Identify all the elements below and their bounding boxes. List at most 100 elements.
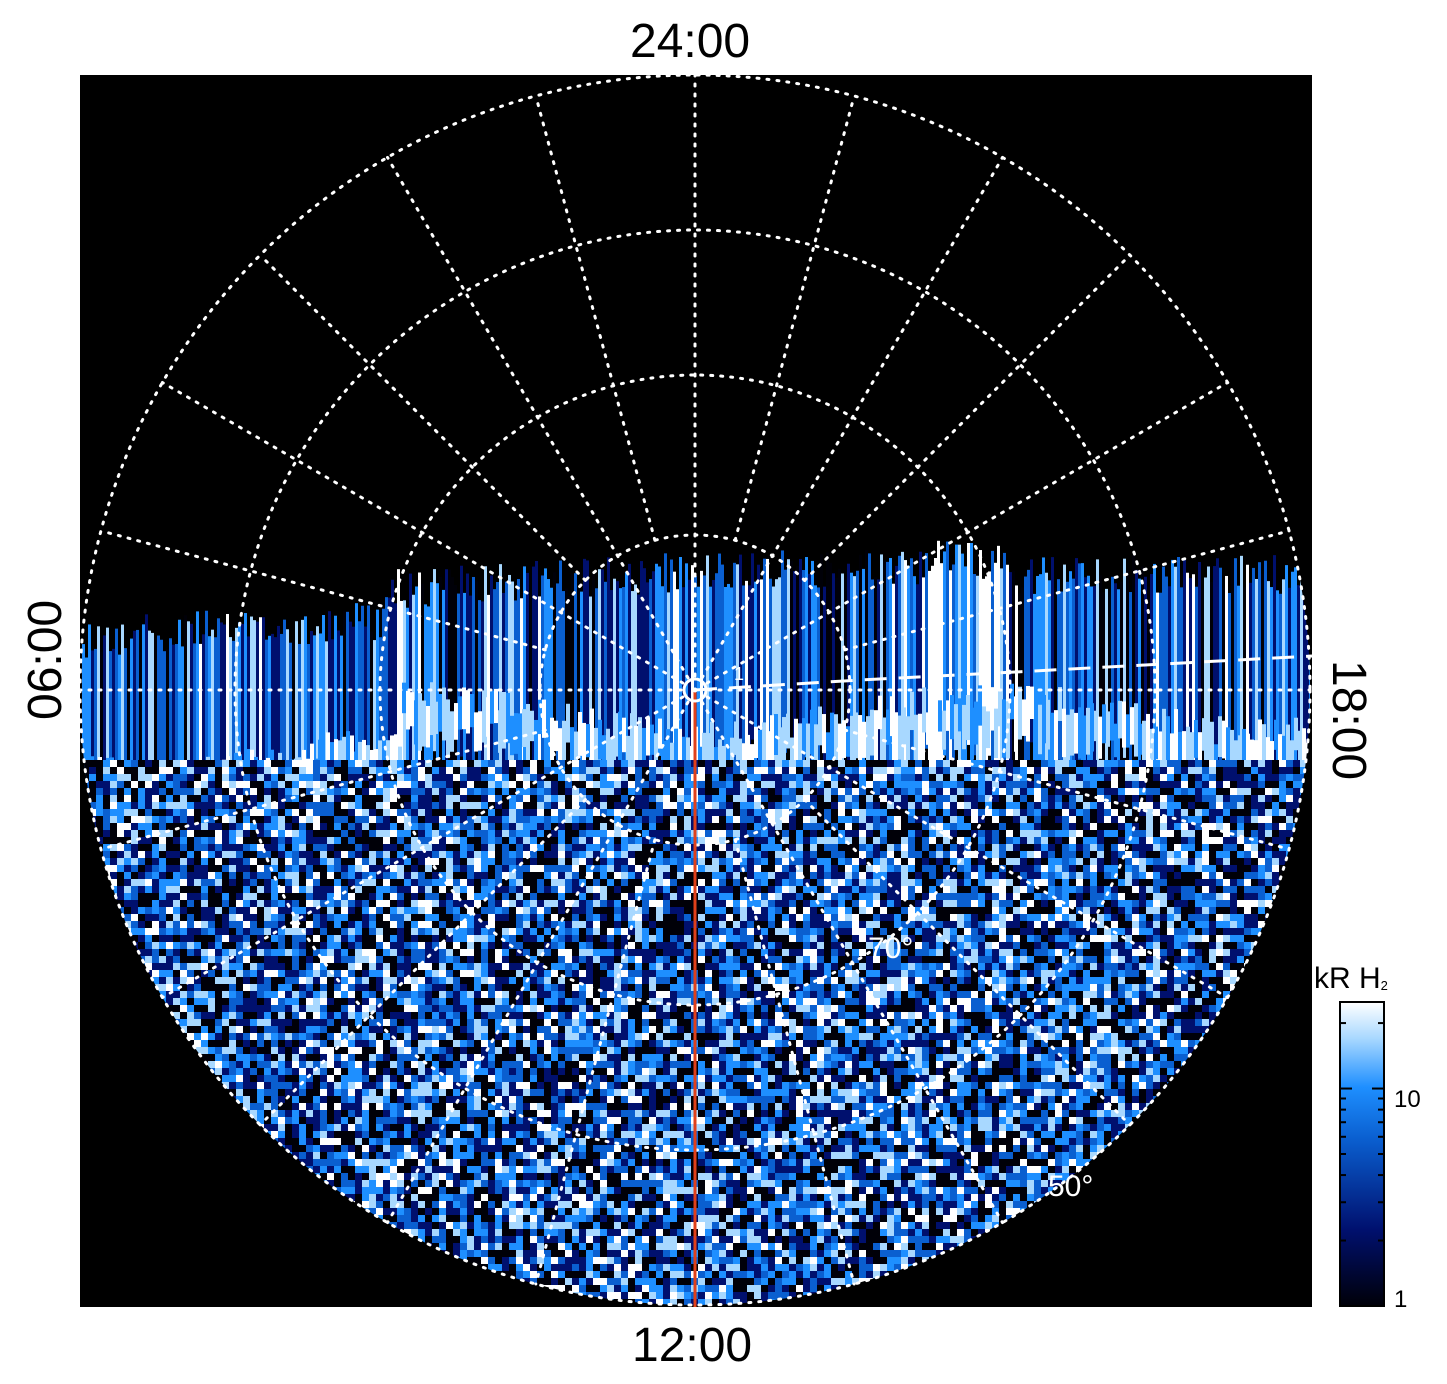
emission-pixel [229, 865, 236, 872]
emission-pixel [803, 802, 810, 809]
emission-streak [946, 541, 949, 784]
emission-streak [253, 620, 256, 808]
emission-pixel [873, 760, 880, 767]
emission-pixel [768, 781, 775, 788]
emission-pixel [1048, 767, 1055, 774]
emission-pixel [915, 795, 922, 802]
emission-pixel [999, 767, 1006, 774]
emission-streak [547, 579, 550, 819]
emission-pixel [943, 844, 950, 851]
emission-pixel [628, 879, 635, 886]
emission-pixel [824, 795, 831, 802]
emission-pixel [845, 837, 852, 844]
emission-pixel [537, 816, 544, 823]
emission-pixel [922, 886, 929, 893]
emission-pixel [1244, 830, 1251, 837]
emission-streak [486, 697, 490, 737]
emission-pixel [173, 844, 180, 851]
emission-pixel [600, 858, 607, 865]
emission-pixel [474, 844, 481, 851]
emission-pixel [222, 907, 229, 914]
emission-pixel [509, 837, 516, 844]
emission-pixel [313, 767, 320, 774]
emission-pixel [1132, 760, 1139, 767]
emission-pixel [1013, 781, 1020, 788]
emission-pixel [915, 886, 922, 893]
emission-pixel [831, 893, 838, 900]
emission-pixel [957, 900, 964, 907]
emission-streak [922, 687, 926, 733]
emission-pixel [838, 816, 845, 823]
emission-pixel [1146, 907, 1153, 914]
emission-pixel [684, 795, 691, 802]
emission-pixel [705, 872, 712, 879]
emission-pixel [103, 760, 110, 767]
emission-pixel [663, 851, 670, 858]
emission-pixel [1258, 907, 1265, 914]
emission-pixel [250, 886, 257, 893]
emission-pixel [1216, 879, 1223, 886]
emission-pixel [1188, 760, 1195, 767]
emission-pixel [376, 830, 383, 837]
emission-pixel [775, 802, 782, 809]
emission-streak [709, 586, 712, 788]
emission-pixel [908, 879, 915, 886]
emission-pixel [1272, 851, 1279, 858]
emission-pixel [1013, 795, 1020, 802]
emission-pixel [341, 921, 348, 928]
emission-streak [814, 724, 818, 772]
emission-pixel [593, 802, 600, 809]
emission-streak [678, 728, 682, 781]
emission-pixel [502, 816, 509, 823]
emission-streak [414, 700, 418, 745]
emission-streak [1213, 566, 1216, 824]
emission-pixel [656, 802, 663, 809]
emission-pixel [649, 893, 656, 900]
emission-pixel [1055, 767, 1062, 774]
emission-pixel [243, 844, 250, 851]
emission-pixel [929, 893, 936, 900]
emission-pixel [530, 865, 537, 872]
emission-pixel [985, 914, 992, 921]
emission-pixel [376, 823, 383, 830]
emission-pixel [1076, 795, 1083, 802]
emission-pixel [439, 760, 446, 767]
emission-pixel [1286, 760, 1293, 767]
emission-pixel [1237, 914, 1244, 921]
emission-pixel [684, 865, 691, 872]
emission-pixel [593, 781, 600, 788]
emission-pixel [789, 900, 796, 907]
emission-streak [538, 699, 542, 735]
emission-pixel [817, 907, 824, 914]
emission-pixel [747, 795, 754, 802]
emission-pixel [922, 907, 929, 914]
emission-pixel [600, 823, 607, 830]
emission-pixel [509, 774, 516, 781]
emission-pixel [495, 802, 502, 809]
emission-pixel [474, 788, 481, 795]
emission-pixel [369, 767, 376, 774]
emission-pixel [516, 767, 523, 774]
emission-pixel [523, 774, 530, 781]
emission-pixel [887, 830, 894, 837]
emission-pixel [432, 900, 439, 907]
emission-pixel [1118, 823, 1125, 830]
emission-pixel [544, 802, 551, 809]
emission-pixel [411, 879, 418, 886]
emission-streak [942, 710, 946, 750]
emission-pixel [768, 844, 775, 851]
emission-pixel [383, 879, 390, 886]
emission-pixel [1251, 788, 1258, 795]
emission-pixel [1202, 809, 1209, 816]
emission-pixel [579, 851, 586, 858]
emission-pixel [1244, 767, 1251, 774]
emission-streak [1159, 592, 1162, 845]
emission-pixel [1048, 865, 1055, 872]
emission-pixel [348, 767, 355, 774]
emission-pixel [537, 788, 544, 795]
emission-pixel [439, 886, 446, 893]
emission-pixel [124, 900, 131, 907]
emission-pixel [698, 893, 705, 900]
emission-pixel [698, 851, 705, 858]
emission-pixel [740, 851, 747, 858]
